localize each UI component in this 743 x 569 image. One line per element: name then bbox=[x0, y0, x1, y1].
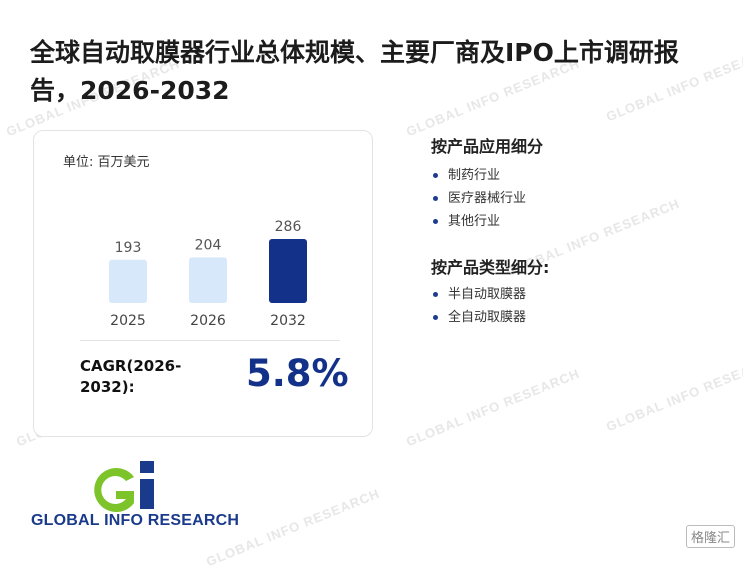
list-item: 制药行业 bbox=[431, 164, 526, 187]
bullet-icon bbox=[433, 219, 438, 224]
bullet-icon bbox=[433, 196, 438, 201]
cagr-label: CAGR(2026-2032): bbox=[80, 357, 182, 396]
bar-value-label: 193 bbox=[115, 240, 142, 256]
bar-chart: 193 2025 204 2026 286 2032 bbox=[109, 219, 307, 329]
bar-2025 bbox=[109, 259, 147, 303]
card-divider bbox=[80, 340, 340, 341]
list-item-label: 半自动取膜器 bbox=[448, 287, 527, 302]
watermark: GLOBAL INFO RESEARCH bbox=[403, 365, 582, 450]
segment-application-list: 制药行业 医疗器械行业 其他行业 bbox=[431, 164, 526, 233]
list-item-label: 全自动取膜器 bbox=[448, 310, 527, 325]
x-tick-label: 2032 bbox=[270, 313, 306, 329]
corner-badge: 格隆汇 bbox=[685, 525, 735, 548]
bullet-icon bbox=[433, 315, 438, 320]
segment-type-list: 半自动取膜器 全自动取膜器 bbox=[431, 283, 526, 329]
x-tick-label: 2026 bbox=[190, 313, 226, 329]
watermark: GLOBAL INFO RESEARCH bbox=[603, 350, 743, 435]
logo-text: GLOBAL INFO RESEARCH bbox=[31, 512, 240, 529]
bar-2032 bbox=[269, 239, 307, 303]
list-item-label: 其他行业 bbox=[448, 214, 501, 229]
report-title: 全球自动取膜器行业总体规模、主要厂商及IPO上市调研报告，2026-2032 bbox=[30, 38, 679, 105]
cagr-value: 5.8% bbox=[246, 352, 349, 395]
unit-label: 单位: 百万美元 bbox=[63, 155, 150, 170]
bar-value-label: 286 bbox=[275, 219, 302, 235]
list-item: 其他行业 bbox=[431, 210, 526, 233]
list-item-label: 医疗器械行业 bbox=[448, 191, 527, 206]
x-tick-label: 2025 bbox=[110, 313, 146, 329]
list-item: 半自动取膜器 bbox=[431, 283, 526, 306]
bullet-icon bbox=[433, 292, 438, 297]
segment-type-title: 按产品类型细分: bbox=[431, 258, 550, 277]
segment-application-title: 按产品应用细分 bbox=[431, 137, 544, 156]
list-item: 医疗器械行业 bbox=[431, 187, 526, 210]
bar-value-label: 204 bbox=[195, 237, 222, 253]
gir-logo-icon bbox=[94, 461, 154, 512]
list-item: 全自动取膜器 bbox=[431, 306, 526, 329]
list-item-label: 制药行业 bbox=[448, 168, 501, 183]
bar-2026 bbox=[189, 257, 227, 303]
bullet-icon bbox=[433, 173, 438, 178]
